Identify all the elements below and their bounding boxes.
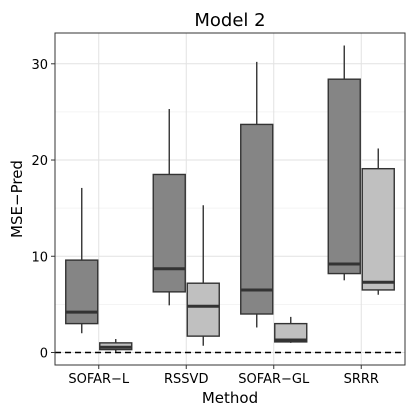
- box-body: [65, 259, 99, 325]
- box-2-3: [274, 316, 308, 343]
- y-axis-label: MSE−Pred: [8, 160, 26, 238]
- box-body: [361, 167, 395, 291]
- box-body: [274, 322, 308, 343]
- box-body: [327, 78, 361, 275]
- box-body: [186, 282, 220, 337]
- box-1-4: [327, 45, 361, 281]
- chart-title: Model 2: [194, 10, 265, 31]
- x-tick-label: SOFAR−L: [68, 372, 130, 387]
- box-2-2: [186, 205, 220, 346]
- y-axis: 0 10 20 30: [31, 58, 55, 361]
- y-tick-label: 20: [31, 154, 48, 169]
- x-axis-label: Method: [202, 389, 258, 407]
- y-tick-label: 10: [31, 250, 48, 265]
- x-tick-label: SOFAR−GL: [238, 372, 310, 387]
- box-body: [240, 123, 274, 315]
- x-tick-label: SRRR: [344, 372, 379, 387]
- y-tick-label: 30: [31, 58, 48, 73]
- x-axis: SOFAR−L RSSVD SOFAR−GL SRRR: [68, 365, 379, 387]
- x-tick-label: RSSVD: [164, 372, 208, 387]
- box-2-1: [99, 339, 133, 353]
- plot-panel-border: [54, 32, 406, 366]
- box-body: [152, 173, 186, 293]
- box-1-1: [65, 187, 99, 334]
- boxes-layer: [65, 45, 395, 353]
- box-1-2: [152, 109, 186, 306]
- box-1-3: [240, 61, 274, 328]
- box-2-4: [361, 148, 395, 295]
- y-tick-label: 0: [40, 346, 48, 361]
